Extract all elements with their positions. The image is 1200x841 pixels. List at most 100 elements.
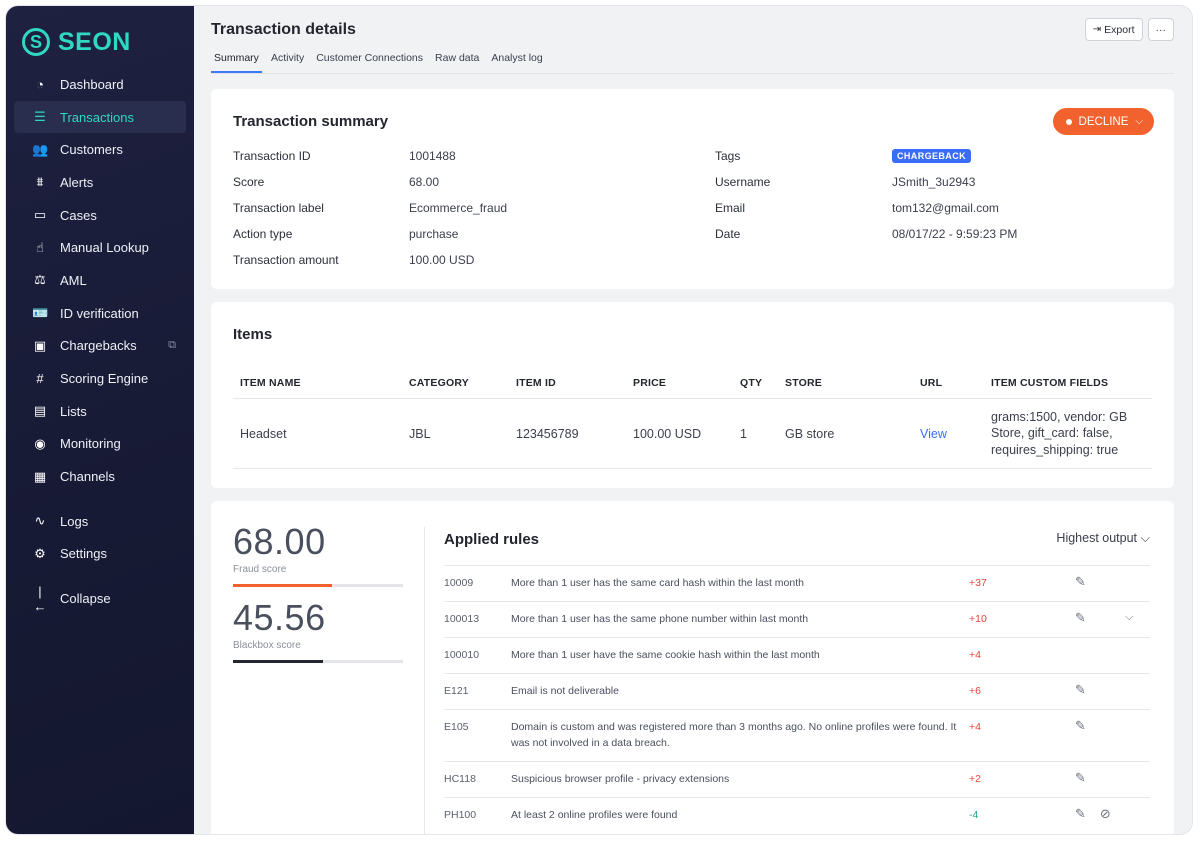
column-header-category: CATEGORY: [409, 376, 469, 389]
field-value: purchase: [409, 227, 459, 241]
fraud-score-bar: [233, 584, 403, 587]
dashboard-icon: ◔: [36, 76, 44, 92]
sidebar-item-customers[interactable]: 👥 Customers: [14, 133, 186, 166]
chevron-down-icon[interactable]: ⌵: [1125, 611, 1134, 623]
summary-field-date: Date 08/017/22 - 9:59:23 PM: [715, 227, 1017, 241]
field-label: Date: [715, 227, 741, 241]
header-actions: ⇥ Export ···: [1084, 18, 1174, 41]
sidebar-item-cases[interactable]: ▭ Cases: [14, 199, 186, 232]
items-table-header: ITEM NAME CATEGORY ITEM ID PRICE QTY STORE URL…: [233, 367, 1152, 399]
decision-status-dot: [1065, 118, 1072, 125]
summary-field-tags: Tags CHARGEBACK: [715, 149, 971, 163]
sidebar-nav: ◔ Dashboard ☰ Transactions 👥 Customers ⩩ Alerts…: [6, 68, 194, 615]
sidebar-item-lists[interactable]: ▤ Lists: [14, 395, 186, 428]
applied-rules-title: Applied rules: [444, 531, 540, 548]
table-cell: Headset: [240, 426, 287, 441]
field-label: Action type: [233, 227, 293, 241]
ignore-user-icon[interactable]: ⊘: [1099, 806, 1111, 821]
fraud-score-bar-fill: [233, 584, 332, 587]
field-value: 08/017/22 - 9:59:23 PM: [892, 227, 1018, 241]
tab-customer-connections[interactable]: Customer Connections: [316, 52, 424, 64]
tab-summary[interactable]: Summary: [211, 52, 262, 73]
field-value: JSmith_3u2943: [892, 175, 976, 189]
rule-actions: ✎: [1075, 770, 1125, 786]
items-title: Items: [233, 326, 273, 343]
field-label: Email: [715, 201, 746, 215]
scoring-engine-icon: #: [36, 371, 44, 387]
sidebar-item-logs[interactable]: ∿ Logs: [14, 505, 186, 538]
monitoring-icon: ◉: [34, 435, 46, 451]
table-cell: 100.00 USD: [633, 426, 702, 441]
column-header-item-custom-fields: ITEM CUSTOM FIELDS: [991, 376, 1109, 389]
field-label: Transaction amount: [233, 253, 339, 267]
collapse-label: Collapse: [60, 591, 111, 607]
sidebar-item-chargebacks[interactable]: ▣ Chargebacks ⧉: [14, 330, 186, 363]
rule-score: +37: [969, 577, 987, 589]
rule-actions: ✎: [1075, 682, 1125, 698]
field-label: Username: [715, 175, 771, 189]
sidebar-item-manual-lookup[interactable]: ☝ Manual Lookup: [14, 231, 186, 264]
chargebacks-icon: ▣: [33, 337, 47, 353]
edit-rule-icon[interactable]: ✎: [1075, 610, 1086, 625]
sidebar-item-id-verification[interactable]: 🪪 ID verification: [14, 297, 186, 330]
export-button-label: Export: [1104, 23, 1135, 36]
sidebar-item-aml[interactable]: ⚖ AML: [14, 264, 186, 297]
rule-id: PH100: [444, 809, 477, 821]
sidebar-item-label: Monitoring: [60, 436, 121, 452]
tab-analyst-log[interactable]: Analyst log: [491, 52, 543, 64]
export-button[interactable]: ⇥ Export: [1084, 18, 1143, 41]
sidebar-item-alerts[interactable]: ⩩ Alerts: [14, 166, 186, 199]
rules-list: 10009 More than 1 user has the same card …: [444, 565, 1150, 833]
sidebar: S SEON ◔ Dashboard ☰ Transactions 👥 Customers…: [6, 6, 194, 834]
customers-icon: 👥: [32, 141, 49, 157]
column-header-store: STORE: [785, 376, 822, 389]
column-header-item-id: ITEM ID: [516, 376, 556, 389]
summary-field-username: Username JSmith_3u2943: [715, 175, 975, 189]
edit-rule-icon[interactable]: ✎: [1075, 574, 1086, 589]
sidebar-item-label: Cases: [60, 207, 97, 223]
alerts-icon: ⩩: [36, 174, 44, 190]
seon-logo-icon: S: [22, 28, 50, 56]
sidebar-item-label: Dashboard: [60, 76, 124, 92]
edit-rule-icon[interactable]: ✎: [1075, 770, 1086, 785]
transaction-summary-title: Transaction summary: [233, 113, 389, 130]
rule-score: +4: [969, 721, 981, 733]
chargeback-tag-badge[interactable]: CHARGEBACK: [892, 149, 971, 163]
sidebar-item-monitoring[interactable]: ◉ Monitoring: [14, 428, 186, 461]
sidebar-item-settings[interactable]: ⚙ Settings: [14, 538, 186, 571]
sidebar-item-transactions[interactable]: ☰ Transactions: [14, 100, 186, 134]
tab-raw-data[interactable]: Raw data: [435, 52, 480, 64]
sidebar-item-label: Manual Lookup: [60, 240, 149, 256]
rule-row: 100013 More than 1 user has the same phon…: [444, 601, 1150, 637]
more-options-button[interactable]: ···: [1147, 18, 1174, 41]
settings-icon: ⚙: [34, 545, 46, 561]
seon-logo[interactable]: S SEON: [6, 6, 194, 64]
nav-spacer: [6, 493, 194, 505]
page-header: Transaction details Summary Activity Custo…: [211, 6, 1174, 74]
rule-id: 100013: [444, 613, 480, 625]
rule-row: PH100 At least 2 online profiles were fou…: [444, 797, 1150, 833]
rule-description: Suspicious browser profile - privacy ext…: [511, 773, 730, 785]
sort-dropdown[interactable]: Highest output ⌵: [1056, 531, 1150, 546]
sidebar-item-label: Scoring Engine: [60, 371, 149, 387]
sidebar-item-scoring-engine[interactable]: # Scoring Engine: [14, 362, 186, 395]
fraud-score-value: 68.00: [233, 521, 326, 562]
table-cell: GB store: [785, 426, 835, 441]
decision-dropdown[interactable]: DECLINE ⌵: [1052, 108, 1154, 135]
seon-logo-text: SEON: [58, 27, 131, 56]
blackbox-score-value: 45.56: [233, 597, 326, 638]
view-item-link[interactable]: View: [920, 426, 947, 441]
edit-rule-icon[interactable]: ✎: [1075, 682, 1086, 697]
rule-actions: ✎: [1075, 610, 1125, 626]
edit-rule-icon[interactable]: ✎: [1075, 718, 1086, 733]
rule-row: 10009 More than 1 user has the same card …: [444, 565, 1150, 601]
rule-id: 100010: [444, 649, 480, 661]
edit-rule-icon[interactable]: ✎: [1075, 806, 1086, 821]
sidebar-item-channels[interactable]: ▦ Channels: [14, 460, 186, 493]
external-link-icon: ⧉: [168, 339, 176, 352]
sidebar-item-dashboard[interactable]: ◔ Dashboard: [14, 68, 186, 101]
sidebar-item-label: Alerts: [60, 174, 94, 190]
tab-activity[interactable]: Activity: [270, 52, 305, 64]
items-table-body: Headset JBL 123456789 100.00 USD 1 GB store Vi…: [233, 399, 1152, 469]
collapse-sidebar-button[interactable]: |← Collapse: [14, 582, 186, 615]
